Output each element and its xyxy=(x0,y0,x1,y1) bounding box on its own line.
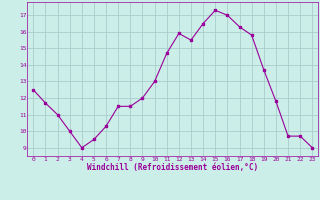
X-axis label: Windchill (Refroidissement éolien,°C): Windchill (Refroidissement éolien,°C) xyxy=(87,163,258,172)
